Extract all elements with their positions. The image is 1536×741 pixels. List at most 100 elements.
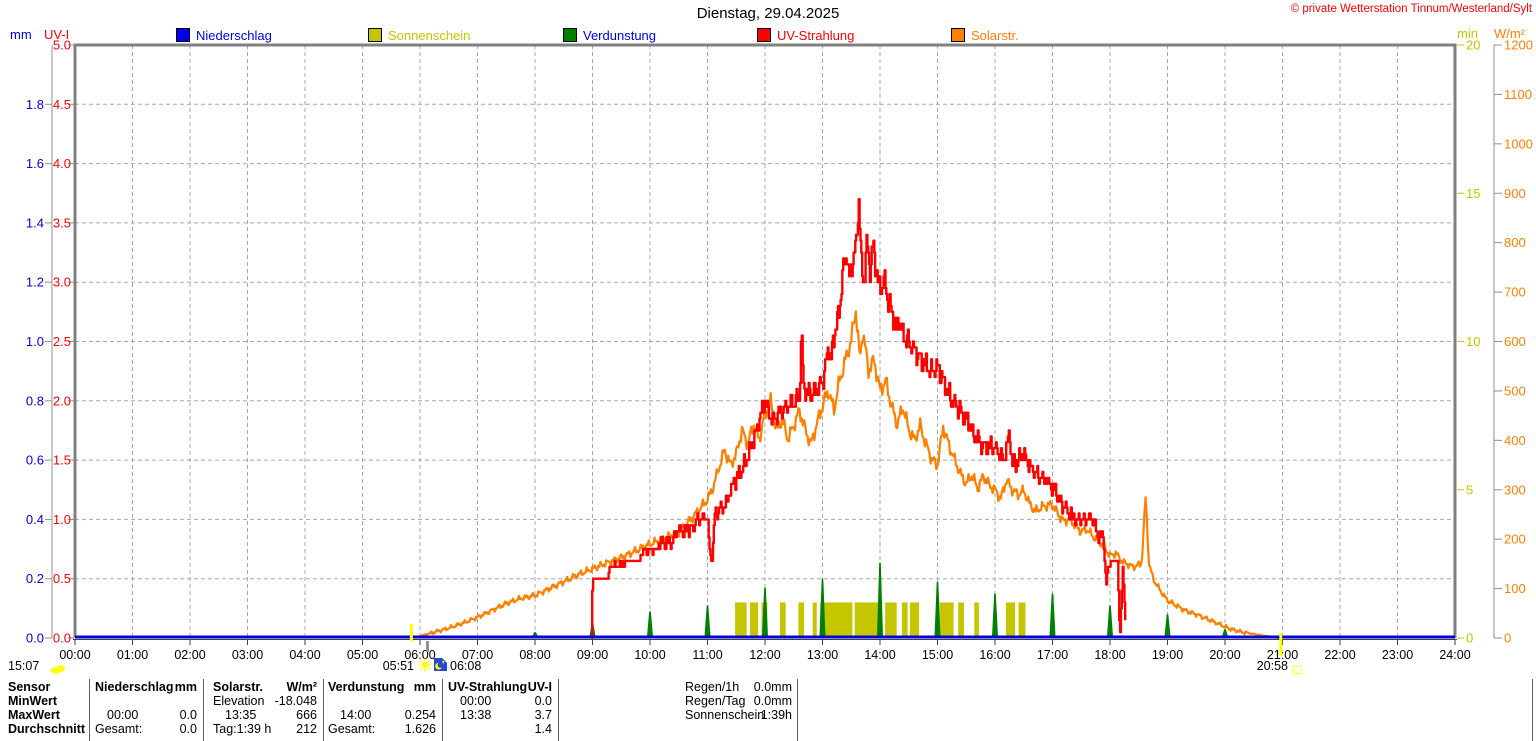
sunshine-bar	[939, 602, 954, 636]
uvi-tick-label: 1.0	[53, 512, 71, 527]
stats-divider	[203, 679, 204, 741]
legend-label: Verdunstung	[583, 28, 657, 43]
stats-max-value: 0.0	[179, 708, 197, 722]
stats-divider	[1532, 679, 1533, 741]
evaporation-spike	[877, 562, 883, 637]
stats-divider	[797, 679, 798, 741]
stats-divider	[323, 679, 324, 741]
moonrise-time: 15:07	[8, 659, 40, 673]
x-tick-label: 05:00	[347, 648, 378, 662]
x-tick-label: 18:00	[1094, 648, 1125, 662]
stats-avg-value: 1.626	[404, 722, 436, 736]
stats-max-time: 00:00	[107, 708, 139, 722]
sunset-time: 20:58	[1256, 659, 1288, 673]
stats-max-time: 14:00	[340, 708, 372, 722]
wm2-tick-label: 1200	[1504, 38, 1533, 53]
legend-item-verdunstung: Verdunstung	[563, 28, 656, 44]
uvi-axis-label: UV-I	[44, 27, 70, 42]
min-axis-label: min	[1457, 26, 1478, 41]
stats-max-time: 13:38	[460, 708, 492, 722]
mm-tick-label: 1.6	[26, 156, 44, 171]
sunshine-bar	[750, 602, 759, 636]
uvi-tick-label: 5.0	[53, 38, 71, 53]
stats-group-unit: UV-I	[527, 680, 552, 694]
x-tick-label: 13:00	[807, 648, 838, 662]
evaporation-spike	[647, 611, 653, 637]
mm-tick-label: 0.0	[26, 631, 44, 646]
sunshine-bar	[812, 602, 817, 636]
summary-value: 0.0mm	[753, 680, 792, 694]
sunshine-bar	[974, 602, 979, 636]
sunshine-bar	[901, 602, 908, 636]
mm-tick-label: 1.2	[26, 275, 44, 290]
sunshine-bar	[779, 602, 786, 636]
stats-row-header: Sensor	[8, 680, 51, 694]
stats-max-value: 3.7	[534, 708, 552, 722]
evaporation-spike	[934, 581, 941, 637]
summary-value: 0.0mm	[753, 694, 792, 708]
stats-max-value: 0.254	[404, 708, 436, 722]
stats-avg-time: Tag:1:39 h	[213, 722, 272, 736]
stats-group-title: Niederschlag	[95, 680, 174, 694]
solar-line	[414, 310, 1281, 640]
stats-max-time: 13:35	[225, 708, 257, 722]
stats-min-value: 0.0	[534, 694, 552, 708]
sun-icon	[418, 658, 432, 677]
uvi-tick-label: 1.5	[53, 453, 71, 468]
uvi-tick-label: 2.0	[53, 393, 71, 408]
legend-item-solarstr: Solarstr.	[951, 28, 1019, 44]
station-copyright: © private Wetterstation Tinnum/Westerlan…	[1290, 3, 1532, 15]
mm-tick-label: 1.8	[26, 97, 44, 112]
x-tick-label: 16:00	[979, 648, 1010, 662]
mm-tick-label: 1.0	[26, 334, 44, 349]
uvi-tick-label: 3.0	[53, 275, 71, 290]
evaporation-spike	[532, 632, 538, 637]
x-tick-label: 11:00	[692, 648, 722, 662]
stats-row-header: Durchschnitt	[8, 722, 86, 736]
x-tick-label: 02:00	[174, 648, 205, 662]
page-title: Dienstag, 29.04.2025	[696, 5, 840, 22]
evaporation-spike	[819, 578, 826, 637]
sunshine-bar	[909, 602, 920, 636]
sunrise-axis-marker	[409, 624, 413, 641]
sunset-axis-marker	[1279, 633, 1283, 656]
sunshine-bar	[854, 602, 882, 636]
min-tick-label: 0	[1466, 631, 1473, 646]
stats-divider	[558, 679, 559, 741]
stats-group-unit: W/m²	[286, 680, 317, 694]
wm2-tick-label: 600	[1504, 334, 1526, 349]
chart-legend: Niederschlag Sonnenschein Verdunstung UV-St…	[0, 28, 1536, 45]
stats-avg-value: 1.4	[534, 722, 552, 736]
legend-label: UV-Strahlung	[777, 28, 855, 43]
sunshine-bar	[735, 602, 747, 636]
mm-tick-label: 0.2	[26, 571, 44, 586]
stats-min-time: Elevation	[213, 694, 265, 708]
mm-axis-label: mm	[10, 27, 32, 42]
uvi-tick-label: 4.0	[53, 156, 71, 171]
sunshine-bar	[1005, 602, 1016, 636]
x-tick-label: 21:00	[1267, 648, 1298, 662]
legend-item-sonnenschein: Sonnenschein	[368, 28, 470, 44]
sunrise-time: 05:51	[382, 659, 414, 673]
evaporation-spike	[1107, 605, 1113, 637]
legend-swatch	[563, 28, 577, 42]
sunset-icon	[1292, 662, 1302, 680]
wm2-tick-label: 0	[1504, 631, 1511, 646]
wm2-tick-label: 100	[1504, 581, 1526, 596]
stats-row-header: MaxWert	[8, 708, 60, 722]
uvi-tick-label: 3.5	[53, 215, 71, 230]
min-tick-label: 20	[1466, 38, 1480, 53]
moonset-axis-marker	[425, 641, 429, 652]
stats-avg-value: 0.0	[179, 722, 197, 736]
moonset-icon	[434, 658, 447, 676]
uv-line	[591, 198, 1127, 640]
evaporation-spike	[704, 605, 711, 637]
x-tick-label: 20:00	[1209, 648, 1240, 662]
x-tick-label: 17:00	[1037, 648, 1068, 662]
x-tick-label: 08:00	[519, 648, 550, 662]
x-tick-label: 04:00	[289, 648, 320, 662]
evaporation-spike	[762, 587, 768, 637]
wm2-tick-label: 300	[1504, 482, 1526, 497]
summary-value: 1:39h	[760, 708, 792, 722]
stats-group-title: Solarstr.	[213, 680, 264, 694]
